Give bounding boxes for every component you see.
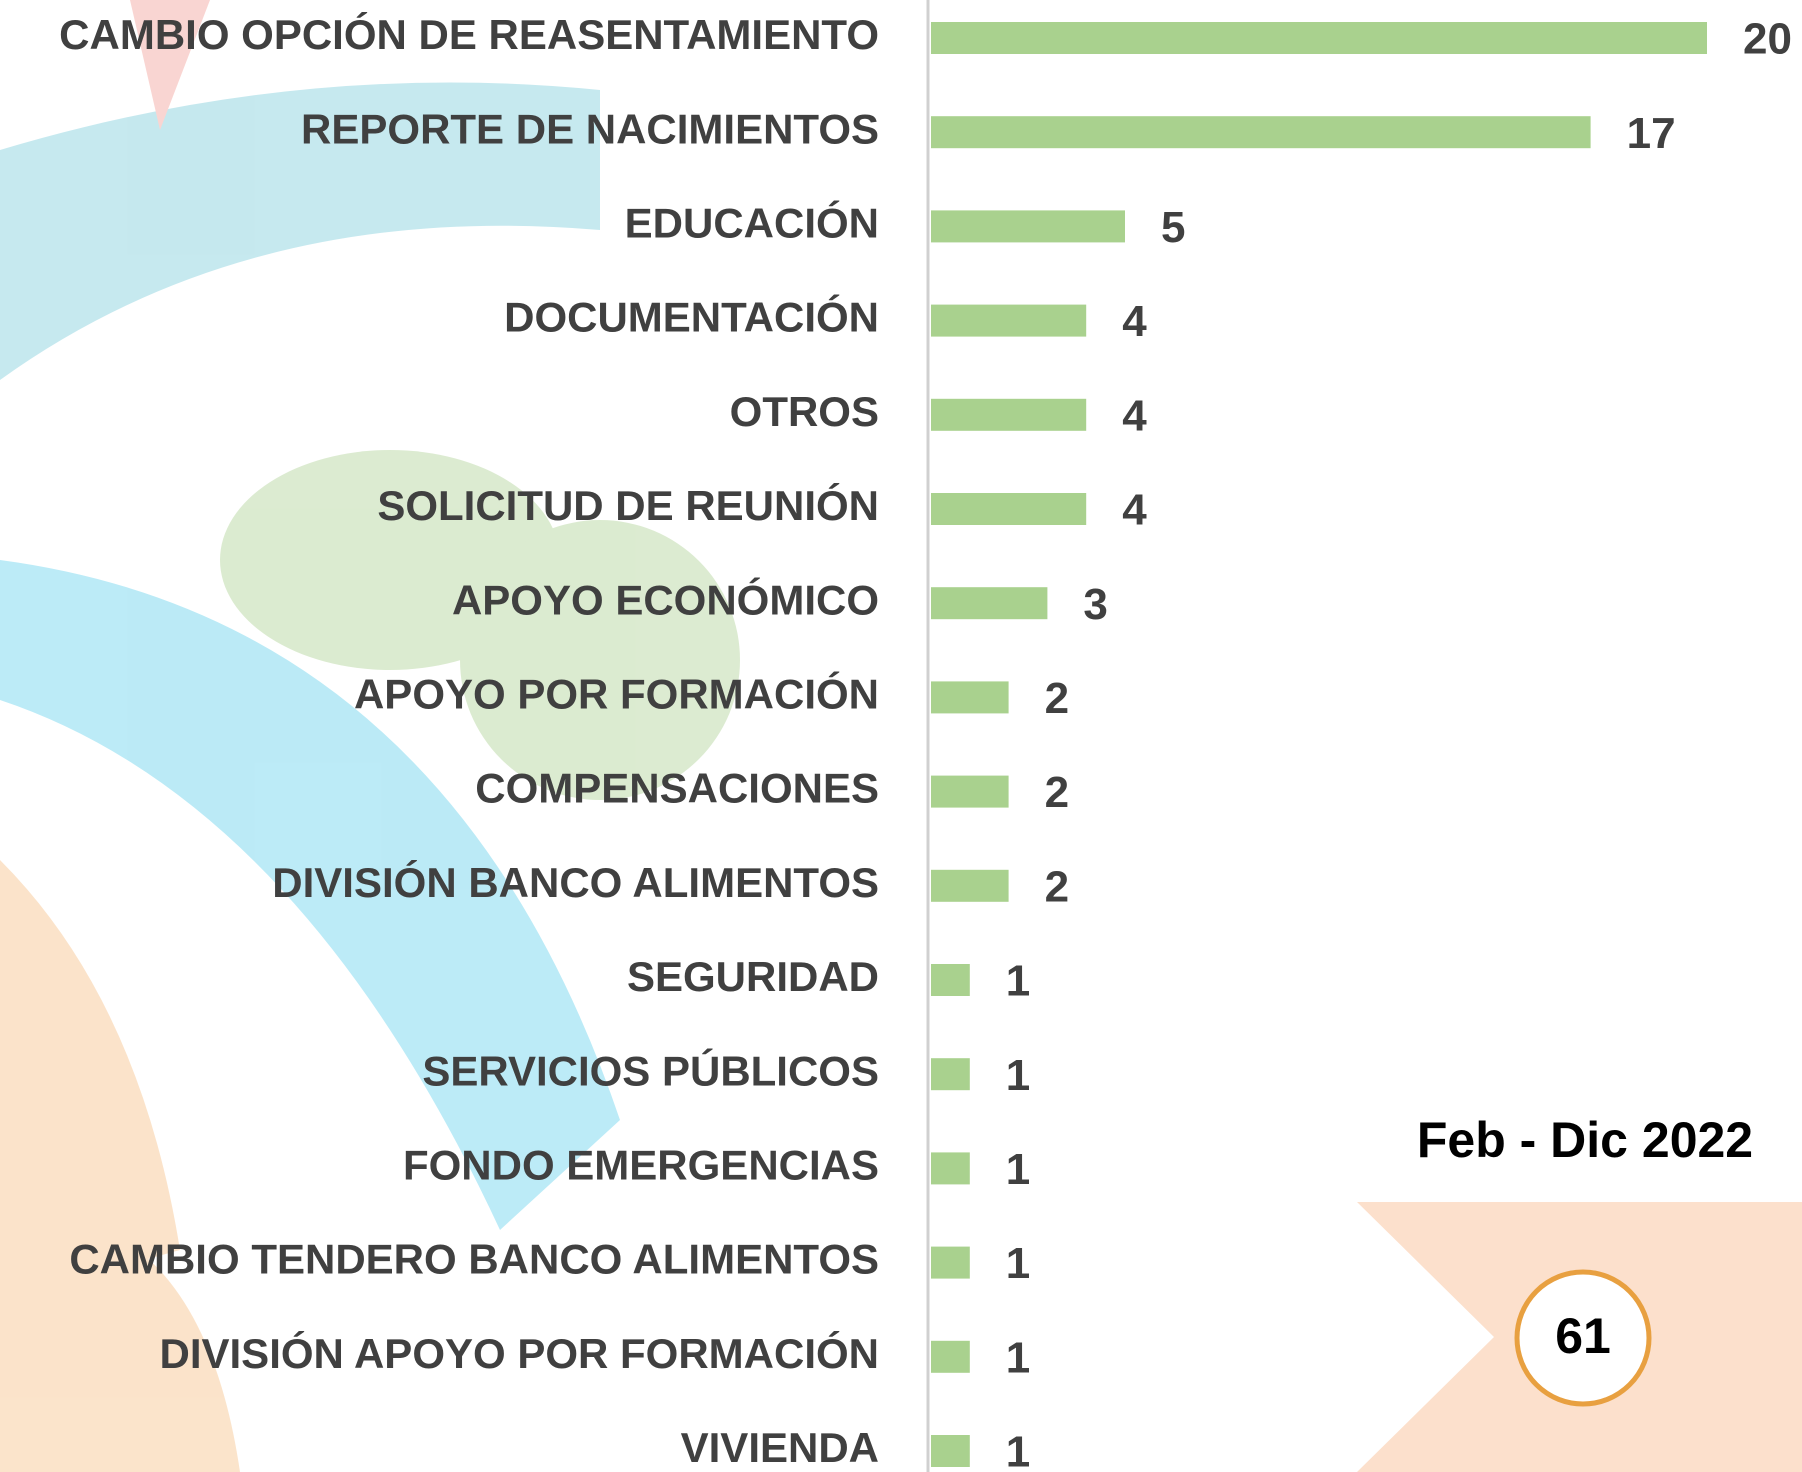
bar	[931, 587, 1047, 619]
bar	[931, 210, 1125, 242]
bar	[931, 1152, 970, 1184]
bar	[931, 305, 1086, 337]
period: Feb - Dic 2022	[1417, 1112, 1753, 1168]
category-label: EDUCACIÓN	[625, 198, 879, 246]
value-label: 1	[1006, 1239, 1030, 1288]
category-label: CAMBIO OPCIÓN DE REASENTAMIENTO	[59, 10, 879, 58]
value-label: 2	[1045, 768, 1069, 817]
bar	[931, 1247, 970, 1279]
category-label: DOCUMENTACIÓN	[504, 293, 879, 341]
value-label: 2	[1045, 862, 1069, 911]
bar	[931, 1058, 970, 1090]
value-label: 1	[1006, 1428, 1030, 1472]
bar	[931, 493, 1086, 525]
chart: Feb - Dic 2022 61 CAMBIO OPCIÓN DE REASE…	[0, 0, 1802, 1472]
bar	[931, 1341, 970, 1373]
value-label: 4	[1122, 391, 1147, 440]
category-label: OTROS	[730, 388, 879, 435]
value-label: 1	[1006, 1051, 1030, 1100]
value-label: 17	[1627, 109, 1676, 158]
bar	[931, 22, 1707, 54]
category-label: SOLICITUD DE REUNIÓN	[377, 481, 879, 529]
category-label: APOYO ECONÓMICO	[452, 575, 879, 623]
bar	[931, 1435, 970, 1467]
bar	[931, 870, 1009, 902]
category-label: DIVISIÓN APOYO POR FORMACIÓN	[160, 1329, 880, 1377]
value-label: 1	[1006, 1145, 1030, 1194]
bar	[931, 399, 1086, 431]
bar	[931, 776, 1009, 808]
page: {"chart_data": {"type": "bar", "orientat…	[0, 0, 1802, 1472]
value-label: 1	[1006, 1333, 1030, 1382]
total: 61	[1555, 1308, 1611, 1364]
category-label: APOYO POR FORMACIÓN	[354, 669, 879, 717]
category-label: CAMBIO TENDERO BANCO ALIMENTOS	[69, 1236, 879, 1283]
bar	[931, 681, 1009, 713]
value-label: 3	[1083, 580, 1107, 629]
category-label: COMPENSACIONES	[475, 765, 879, 812]
category-label: REPORTE DE NACIMIENTOS	[301, 105, 879, 152]
category-label: SEGURIDAD	[627, 953, 879, 1000]
value-label: 5	[1161, 203, 1185, 252]
category-label: DIVISIÓN BANCO ALIMENTOS	[272, 858, 879, 906]
value-label: 4	[1122, 486, 1147, 535]
value-label: 20	[1743, 15, 1792, 64]
category-label: VIVIENDA	[681, 1424, 879, 1471]
value-label: 1	[1006, 957, 1030, 1006]
category-label: FONDO EMERGENCIAS	[403, 1141, 879, 1188]
value-label: 2	[1045, 674, 1069, 723]
category-label: SERVICIOS PÚBLICOS	[422, 1046, 879, 1094]
value-label: 4	[1122, 297, 1147, 346]
bar	[931, 964, 970, 996]
bar	[931, 116, 1591, 148]
